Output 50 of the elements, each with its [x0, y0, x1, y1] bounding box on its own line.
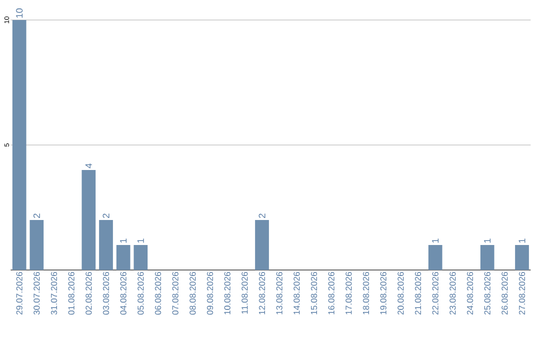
x-tick-label: 21.08.2026: [414, 272, 422, 315]
x-tick-label: 05.08.2026: [138, 272, 144, 315]
x-tick-label: 02.08.2026: [86, 272, 92, 315]
data-label: 1: [120, 238, 127, 243]
x-tick-label: 06.08.2026: [154, 272, 162, 315]
x-tick-label: 19.08.2026: [380, 272, 386, 314]
bar: [134, 245, 148, 270]
x-tick-label: 20.08.2026: [398, 272, 404, 315]
x-tick-label: 01.08.2026: [68, 272, 74, 315]
x-tick-label: 27.08.2026: [518, 272, 526, 315]
x-tick-label: 22.08.2026: [432, 272, 438, 315]
x-tick-label: 26.08.2026: [502, 272, 508, 315]
x-tick-label: 12.08.2026: [258, 272, 266, 314]
x-tick-label: 04.08.2026: [120, 272, 126, 315]
x-tick-label: 31.07.2026: [50, 272, 58, 315]
x-tick-label: 24.08.2026: [466, 272, 474, 315]
x-tick-label: 07.08.2026: [172, 272, 178, 315]
bar: [480, 245, 494, 270]
x-tick-label: 09.08.2026: [206, 272, 214, 315]
data-label: 1: [432, 238, 439, 243]
data-label: 2: [33, 214, 40, 218]
data-label: 10: [16, 8, 23, 18]
bar: [99, 220, 113, 270]
bar: [12, 20, 26, 270]
x-tick-label: 03.08.2026: [102, 272, 110, 315]
x-tick-label: 14.08.2026: [294, 272, 300, 314]
bar: [515, 245, 529, 270]
bar: [116, 245, 130, 270]
bar: [255, 220, 269, 270]
x-tick-label: 30.07.2026: [34, 272, 40, 315]
bar: [30, 220, 44, 270]
data-label: 1: [518, 238, 526, 243]
x-tick-label: 16.08.2026: [328, 272, 334, 314]
x-tick-label: 13.08.2026: [276, 272, 282, 314]
x-tick-label: 08.08.2026: [190, 272, 196, 315]
x-tick-label: 10.08.2026: [224, 272, 230, 314]
data-label: 2: [258, 214, 266, 218]
data-label: 2: [102, 214, 110, 218]
bar: [82, 170, 96, 270]
data-label: 1: [484, 238, 491, 243]
data-label: 1: [137, 238, 144, 243]
data-label: 4: [85, 163, 92, 168]
x-tick-label: 18.08.2026: [362, 272, 370, 314]
x-tick-label: 15.08.2026: [310, 272, 318, 314]
bar: [428, 245, 442, 270]
x-tick-label: 25.08.2026: [484, 272, 490, 315]
x-tick-label: 29.07.2026: [16, 272, 22, 315]
x-tick-label: 11.08.2026: [242, 272, 248, 314]
x-tick-label: 17.08.2026: [346, 272, 352, 314]
x-tick-label: 23.08.2026: [450, 272, 456, 315]
